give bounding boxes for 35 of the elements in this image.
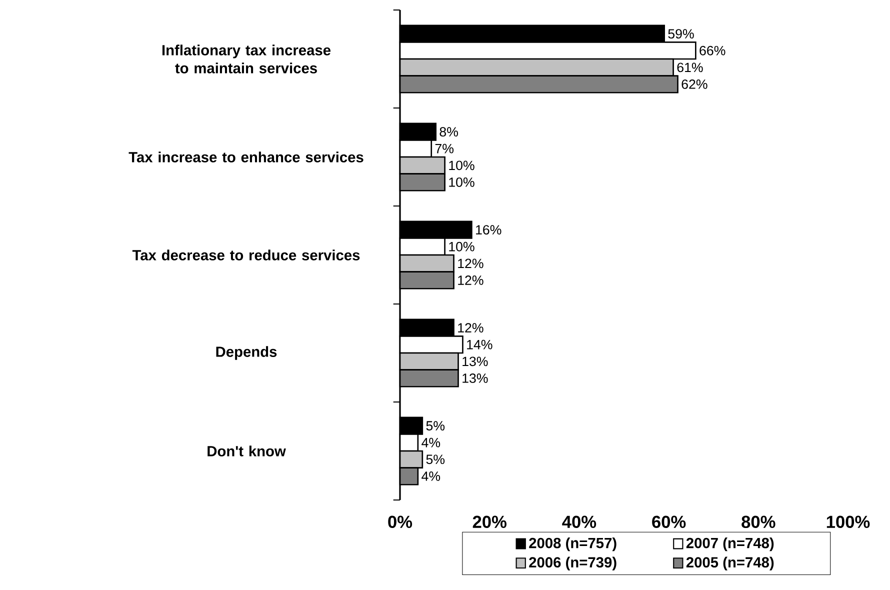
y-tick-label: Don't know [208,446,286,456]
data-label: 12% [458,276,484,285]
data-label: 12% [458,258,484,268]
data-label: 10% [449,242,474,252]
x-tick-label: 60% [652,516,686,528]
data-label: 8% [440,127,458,137]
data-label: 4% [422,472,440,481]
data-label: 10% [449,177,474,187]
data-label: 61% [677,62,703,72]
y-tick-label: Depends [216,346,277,360]
data-label: 13% [462,356,488,366]
data-label: 4% [422,438,440,448]
legend-label: 2007 (n=748) [686,537,774,552]
data-label: 14% [467,340,492,350]
x-tick-label: 0% [388,516,412,528]
legend-label: 2006 (n=739) [529,556,616,570]
y-tick-label: Tax decrease to reduce services [132,250,360,260]
y-tick-label: Tax increase to enhance services [128,152,364,162]
data-label: 5% [426,454,445,464]
data-label: 12% [458,323,484,333]
x-tick-label: 40% [562,516,596,528]
x-tick-label: 80% [742,516,776,528]
data-label: 10% [449,160,474,170]
data-label: 7% [435,144,454,154]
x-tick-label: 100% [826,516,870,528]
data-label: 13% [462,373,488,383]
data-label: 59% [668,29,694,39]
legend-label: 2008 (n=757) [529,537,616,552]
y-tick-label: Inflationary tax increase to maintain services [162,44,331,74]
legend-label: 2005 (n=748) [686,556,774,570]
x-tick-label: 20% [472,516,506,528]
data-label: 66% [700,46,726,56]
data-label: 16% [476,225,502,235]
data-label: 62% [682,80,708,89]
data-label: 5% [426,421,445,430]
